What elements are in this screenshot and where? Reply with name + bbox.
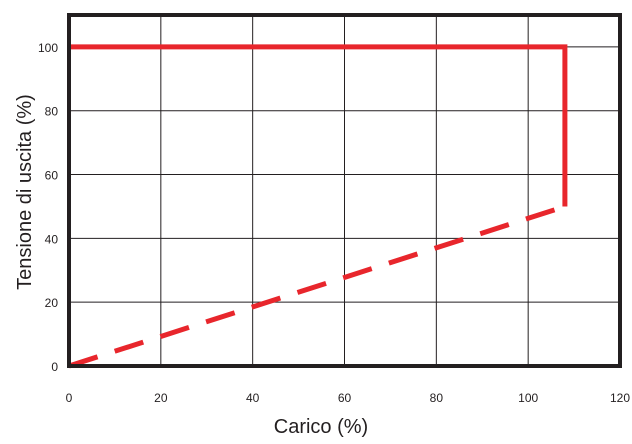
x-tick-label: 120 (610, 391, 630, 405)
x-axis-title: Carico (%) (274, 416, 368, 438)
x-tick-label: 60 (338, 391, 352, 405)
series-line-dashed (68, 204, 566, 369)
y-tick-label: 60 (45, 169, 59, 183)
y-axis-title: Tensione di uscita (%) (14, 94, 36, 290)
y-tick-label: 20 (45, 296, 59, 310)
y-tick-label: 40 (45, 232, 59, 246)
y-tick-label: 0 (51, 360, 58, 374)
y-tick-label: 80 (45, 105, 59, 119)
y-tick-labels: 0 20 40 60 80 100 (38, 41, 58, 374)
plot-frame (67, 13, 622, 368)
x-tick-label: 80 (430, 391, 444, 405)
x-tick-label: 100 (518, 391, 538, 405)
x-tick-labels: 0 20 40 60 80 100 120 (66, 391, 631, 405)
series-lines (68, 44, 568, 369)
grid-lines (69, 15, 620, 366)
x-tick-label: 0 (66, 391, 73, 405)
x-tick-label: 20 (154, 391, 168, 405)
y-tick-label: 100 (38, 41, 58, 55)
series-line-solid (69, 44, 568, 207)
x-tick-label: 40 (246, 391, 260, 405)
